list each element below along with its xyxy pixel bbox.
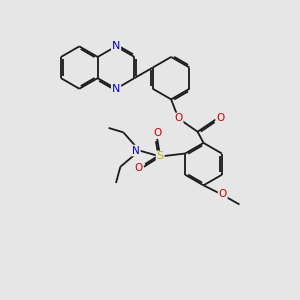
Text: N: N [112, 41, 120, 51]
Text: O: O [218, 189, 227, 199]
Text: S: S [157, 152, 164, 161]
Text: O: O [216, 113, 224, 123]
Text: O: O [174, 113, 183, 124]
Text: N: N [112, 84, 120, 94]
Text: O: O [134, 163, 142, 173]
Text: N: N [132, 146, 140, 156]
Text: O: O [153, 128, 161, 138]
